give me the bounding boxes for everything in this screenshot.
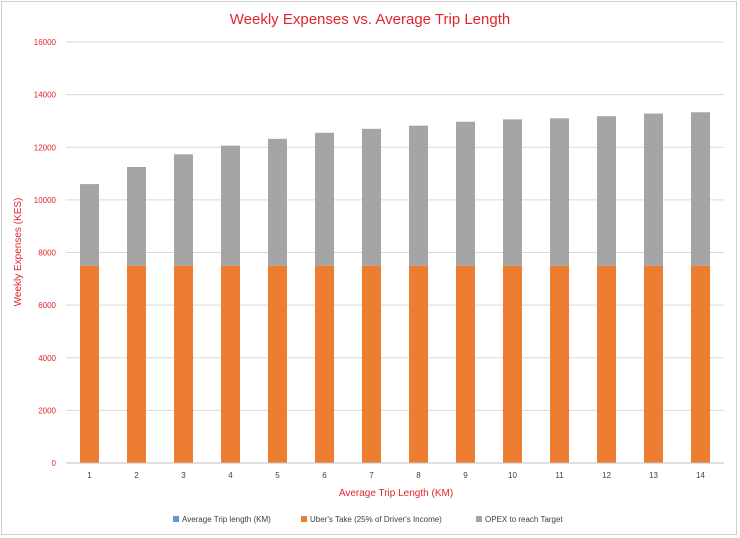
bar-series-1-2 (127, 265, 146, 463)
bar-series-1-6 (315, 265, 334, 463)
y-tick-label: 10000 (34, 196, 57, 205)
gridlines (66, 41, 724, 411)
bar-series-2-7 (362, 128, 381, 266)
bar-series-2-2 (127, 166, 146, 266)
y-axis-ticks: 0 2000 4000 6000 8000 10000 12000 14000 16000 (34, 38, 57, 468)
y-tick-label: 14000 (34, 91, 57, 100)
bar-series-1-7 (362, 265, 381, 463)
x-tick-label: 14 (696, 471, 705, 480)
y-tick-label: 2000 (38, 406, 56, 415)
bar-series-1-3 (174, 265, 193, 463)
x-tick-label: 12 (602, 471, 611, 480)
bar-series-1-14 (691, 265, 710, 463)
x-tick-label: 2 (134, 471, 139, 480)
bar-series-1-8 (409, 265, 428, 463)
x-tick-label: 9 (463, 471, 468, 480)
bar-series-1-13 (644, 265, 663, 463)
bar-series-2-11 (550, 118, 569, 266)
x-tick-label: 6 (322, 471, 327, 480)
x-tick-label: 8 (416, 471, 421, 480)
bar-series-1-12 (597, 265, 616, 463)
bar-series-1-1 (80, 265, 99, 463)
x-axis-ticks: 1 2 3 4 5 6 7 8 9 10 11 12 13 14 (87, 471, 705, 480)
x-tick-label: 13 (649, 471, 658, 480)
bar-series-2-1 (80, 184, 99, 266)
legend-label-2: OPEX to reach Target (485, 515, 563, 524)
legend-label-1: Uber's Take (25% of Driver's Income) (310, 515, 442, 524)
x-axis-title: Average Trip Length (KM) (339, 488, 453, 499)
x-tick-label: 10 (508, 471, 517, 480)
bar-series-1-11 (550, 265, 569, 463)
bar-series-2-12 (597, 116, 616, 266)
bar-series-1-4 (221, 265, 240, 463)
x-tick-label: 4 (228, 471, 233, 480)
y-tick-label: 16000 (34, 38, 57, 47)
x-tick-label: 7 (369, 471, 374, 480)
y-tick-label: 8000 (38, 249, 56, 258)
bar-series-1-9 (456, 265, 475, 463)
bars (80, 112, 710, 463)
bar-series-1-5 (268, 265, 287, 463)
bar-series-2-14 (691, 112, 710, 266)
y-tick-label: 4000 (38, 354, 56, 363)
bar-series-2-13 (644, 113, 663, 266)
bar-series-1-10 (503, 265, 522, 463)
y-tick-label: 0 (52, 459, 57, 468)
x-tick-label: 11 (555, 471, 564, 480)
legend-label-0: Average Trip length (KM) (182, 515, 271, 524)
legend-swatch-2 (476, 516, 482, 522)
bar-series-2-8 (409, 125, 428, 266)
bar-series-2-9 (456, 121, 475, 266)
legend-swatch-0 (173, 516, 179, 522)
y-tick-label: 6000 (38, 301, 56, 310)
bar-series-2-6 (315, 132, 334, 266)
y-axis-title: Weekly Expenses (KES) (13, 198, 24, 307)
bar-series-2-10 (503, 119, 522, 266)
y-tick-label: 12000 (34, 143, 57, 152)
legend-swatch-1 (301, 516, 307, 522)
bar-series-2-3 (174, 154, 193, 266)
x-tick-label: 1 (87, 471, 92, 480)
bar-series-2-4 (221, 145, 240, 266)
x-tick-label: 3 (181, 471, 186, 480)
x-tick-label: 5 (275, 471, 280, 480)
bar-series-2-5 (268, 138, 287, 266)
chart-title: Weekly Expenses vs. Average Trip Length (230, 11, 510, 28)
legend: Average Trip length (KM) Uber's Take (25%… (173, 515, 563, 524)
